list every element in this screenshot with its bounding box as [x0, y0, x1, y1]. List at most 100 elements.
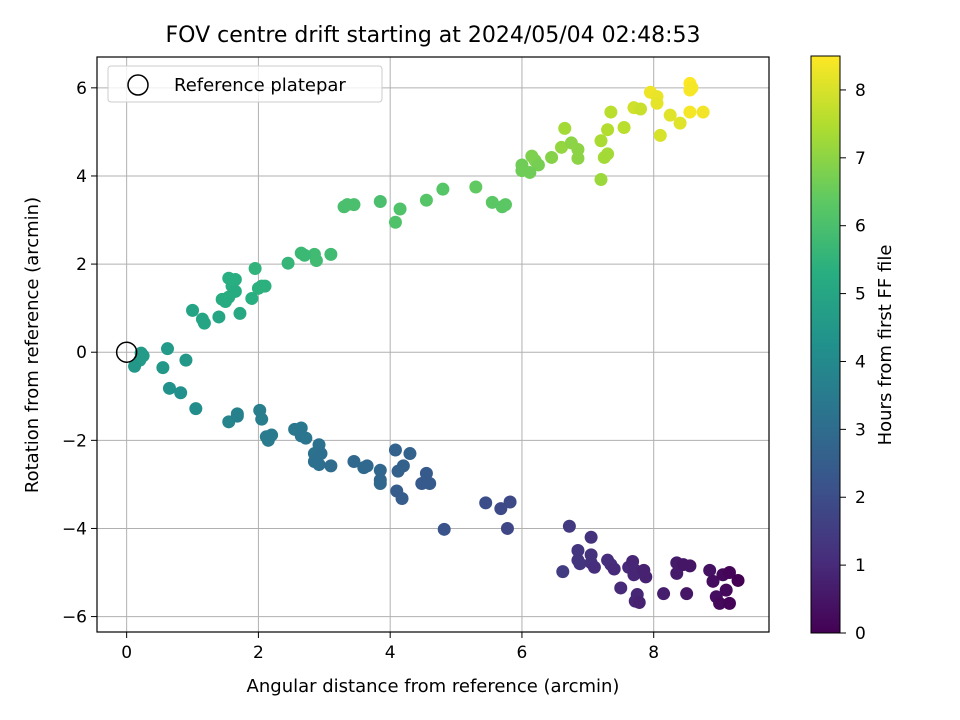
data-point — [258, 279, 272, 293]
data-points — [115, 76, 745, 610]
data-point — [627, 568, 641, 582]
y-tick-label: 6 — [76, 79, 87, 99]
y-tick-label: 0 — [76, 343, 87, 363]
data-point — [597, 150, 611, 164]
data-point — [245, 291, 259, 305]
data-point — [601, 123, 615, 137]
data-point — [634, 102, 648, 116]
data-point — [673, 116, 687, 130]
plot-frame — [96, 56, 770, 633]
data-point — [324, 459, 338, 473]
y-tick-label: −2 — [62, 431, 87, 451]
data-point — [314, 447, 328, 461]
x-tick-label: 6 — [517, 643, 528, 663]
data-point — [696, 105, 710, 119]
data-point — [233, 306, 247, 320]
colorbar-tick-label: 1 — [855, 556, 866, 576]
data-point — [571, 543, 585, 557]
data-point — [722, 596, 736, 610]
data-point — [212, 310, 226, 324]
data-point — [265, 428, 279, 442]
data-point — [298, 248, 312, 262]
data-point — [639, 570, 653, 584]
x-tick-label: 4 — [385, 643, 396, 663]
data-point — [324, 247, 338, 261]
data-point — [604, 105, 618, 119]
x-axis-ticks: 0 2 4 6 8 — [121, 632, 659, 663]
data-point — [312, 458, 326, 472]
colorbar-tick-label: 3 — [855, 420, 866, 440]
data-point — [403, 447, 417, 461]
colorbar-tick-label: 0 — [855, 624, 866, 644]
data-point — [395, 491, 409, 505]
data-point — [713, 596, 727, 610]
data-point — [556, 565, 570, 579]
data-point — [503, 495, 517, 509]
data-point — [562, 519, 576, 533]
data-point — [680, 587, 694, 601]
data-point — [388, 215, 402, 229]
data-point — [347, 454, 361, 468]
data-point — [594, 134, 608, 148]
data-point — [162, 381, 176, 395]
x-tick-label: 8 — [648, 643, 659, 663]
x-tick-label: 0 — [121, 643, 132, 663]
data-point — [683, 105, 697, 119]
data-point — [309, 254, 323, 268]
data-point — [160, 342, 174, 356]
colorbar-gradient — [810, 55, 841, 634]
data-point — [554, 140, 568, 154]
data-point — [373, 195, 387, 209]
grid-lines — [97, 57, 769, 632]
colorbar-tick-label: 7 — [855, 149, 866, 169]
y-tick-label: −4 — [62, 519, 87, 539]
x-tick-label: 2 — [253, 643, 264, 663]
colorbar-tick-label: 2 — [855, 488, 866, 508]
data-point — [573, 557, 587, 571]
data-point — [419, 466, 433, 480]
data-point — [373, 477, 387, 491]
data-point — [423, 477, 437, 491]
data-point — [498, 198, 512, 212]
colorbar-tick-label: 8 — [855, 81, 866, 101]
reference-platepar-marker — [115, 341, 138, 363]
y-axis-ticks: −6 −4 −2 0 2 4 6 — [62, 79, 97, 628]
data-point — [703, 563, 717, 577]
data-point — [523, 165, 537, 179]
legend-reference-marker — [127, 74, 149, 96]
data-point — [731, 573, 745, 587]
data-point — [571, 151, 585, 165]
y-tick-label: 4 — [76, 167, 87, 187]
data-point — [706, 574, 720, 588]
data-point — [340, 198, 354, 212]
data-point — [360, 459, 374, 473]
data-point — [179, 353, 193, 367]
data-point — [215, 292, 229, 306]
x-axis-label: Angular distance from reference (arcmin) — [247, 676, 620, 697]
data-point — [653, 128, 667, 142]
data-point — [393, 202, 407, 216]
data-point — [617, 120, 631, 134]
data-point — [174, 386, 188, 400]
data-point — [373, 463, 387, 477]
data-point — [248, 261, 262, 275]
colorbar-tick-label: 6 — [855, 217, 866, 237]
data-point — [197, 316, 211, 330]
colorbar-label: Hours from first FF file — [875, 245, 896, 446]
data-point — [545, 150, 559, 164]
data-point — [650, 96, 664, 110]
data-point — [436, 182, 450, 196]
data-point — [683, 559, 697, 573]
data-point — [632, 595, 646, 609]
data-point — [594, 172, 608, 186]
data-point — [587, 560, 601, 574]
data-point — [391, 464, 405, 478]
data-point — [128, 359, 142, 373]
data-point — [156, 361, 170, 375]
data-point — [558, 121, 572, 135]
colorbar-tick-label: 4 — [855, 352, 866, 372]
y-tick-label: −6 — [62, 608, 87, 628]
colorbar-tick-label: 5 — [855, 285, 866, 305]
data-point — [663, 108, 677, 122]
